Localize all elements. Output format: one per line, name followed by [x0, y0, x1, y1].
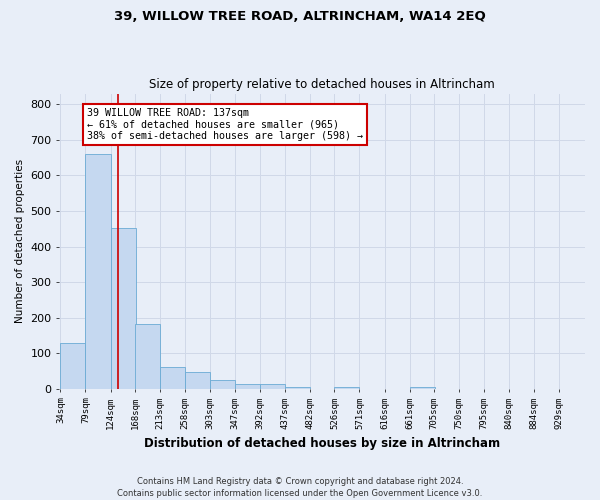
Bar — [410, 387, 434, 389]
Text: Contains HM Land Registry data © Crown copyright and database right 2024.
Contai: Contains HM Land Registry data © Crown c… — [118, 476, 482, 498]
Bar — [185, 372, 210, 389]
Bar — [334, 387, 359, 389]
Text: 39 WILLOW TREE ROAD: 137sqm
← 61% of detached houses are smaller (965)
38% of se: 39 WILLOW TREE ROAD: 137sqm ← 61% of det… — [87, 108, 363, 141]
Bar — [61, 342, 85, 389]
Y-axis label: Number of detached properties: Number of detached properties — [15, 159, 25, 323]
Bar — [85, 154, 110, 389]
Bar — [160, 368, 185, 389]
Bar — [210, 380, 235, 389]
Bar — [235, 384, 260, 389]
Text: 39, WILLOW TREE ROAD, ALTRINCHAM, WA14 2EQ: 39, WILLOW TREE ROAD, ALTRINCHAM, WA14 2… — [114, 10, 486, 23]
X-axis label: Distribution of detached houses by size in Altrincham: Distribution of detached houses by size … — [144, 437, 500, 450]
Bar — [110, 228, 136, 389]
Title: Size of property relative to detached houses in Altrincham: Size of property relative to detached ho… — [149, 78, 495, 91]
Bar — [285, 386, 310, 389]
Bar — [260, 384, 285, 389]
Bar — [135, 324, 160, 389]
